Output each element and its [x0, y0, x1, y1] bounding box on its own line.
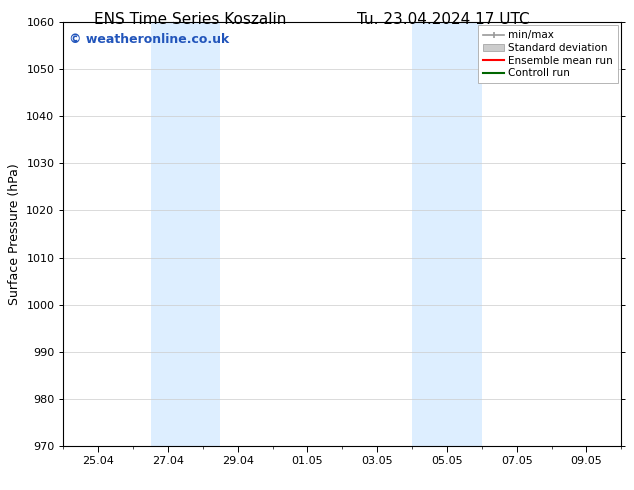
Y-axis label: Surface Pressure (hPa): Surface Pressure (hPa) [8, 163, 21, 305]
Bar [150, 22, 221, 446]
Text: ENS Time Series Koszalin: ENS Time Series Koszalin [94, 12, 287, 27]
Bar [412, 22, 482, 446]
Text: © weatheronline.co.uk: © weatheronline.co.uk [69, 33, 230, 46]
Legend: min/max, Standard deviation, Ensemble mean run, Controll run: min/max, Standard deviation, Ensemble me… [478, 25, 618, 83]
Text: Tu. 23.04.2024 17 UTC: Tu. 23.04.2024 17 UTC [358, 12, 530, 27]
